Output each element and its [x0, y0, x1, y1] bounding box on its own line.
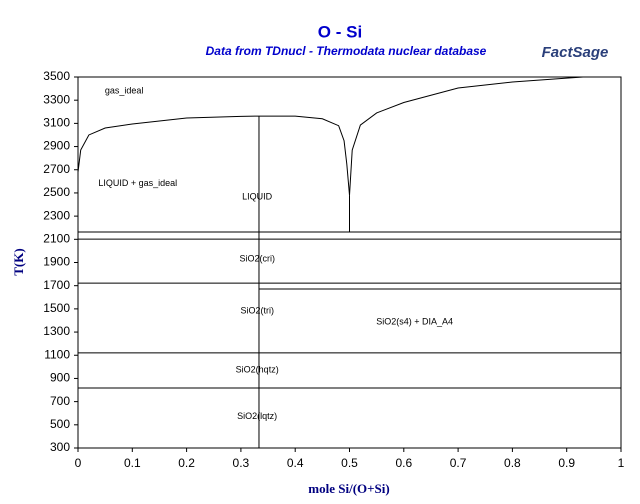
x-tick-label: 0.8 [504, 456, 521, 470]
x-tick-label: 1 [618, 456, 625, 470]
region-label: LIQUID + gas_ideal [98, 178, 177, 188]
y-tick-label: 300 [50, 440, 70, 454]
phase-boundary [77, 115, 350, 196]
region-label: SiO2(hqtz) [236, 365, 279, 375]
y-tick-label: 1500 [43, 301, 70, 315]
y-tick-label: 2100 [43, 231, 70, 245]
phase-boundary [349, 76, 621, 196]
x-tick-label: 0.4 [287, 456, 304, 470]
region-label: SiO2(s4) + DIA_A4 [376, 317, 453, 327]
region-label: SiO2(tri) [240, 306, 274, 316]
y-tick-label: 2300 [43, 208, 70, 222]
x-tick-label: 0.1 [124, 456, 141, 470]
region-label: gas_ideal [105, 85, 144, 95]
x-tick-label: 0.9 [558, 456, 575, 470]
x-axis-label: mole Si/(O+Si) [308, 481, 389, 496]
y-tick-label: 2700 [43, 162, 70, 176]
y-tick-label: 900 [50, 371, 70, 385]
x-tick-label: 0.2 [178, 456, 195, 470]
y-tick-label: 500 [50, 417, 70, 431]
y-tick-label: 2900 [43, 139, 70, 153]
x-tick-label: 0.6 [395, 456, 412, 470]
region-label: LIQUID [242, 191, 273, 201]
y-tick-label: 3100 [43, 116, 70, 130]
logo: FactSage [542, 44, 609, 61]
y-tick-label: 1900 [43, 255, 70, 269]
y-axis-label: T(K) [11, 248, 26, 275]
y-tick-label: 3500 [43, 69, 70, 83]
y-tick-label: 1300 [43, 324, 70, 338]
y-tick-label: 1100 [44, 347, 70, 361]
x-tick-label: 0.7 [450, 456, 467, 470]
y-tick-label: 700 [50, 394, 70, 408]
x-tick-label: 0.3 [233, 456, 250, 470]
y-tick-label: 3300 [43, 92, 70, 106]
chart-subtitle: Data from TDnucl - Thermodata nuclear da… [206, 44, 487, 58]
y-tick-label: 2500 [43, 185, 70, 199]
region-label: SiO2(lqtz) [237, 411, 277, 421]
x-tick-label: 0 [75, 456, 82, 470]
region-label: SiO2(cri) [239, 253, 275, 263]
chart-title: O - Si [318, 22, 362, 41]
plot-frame [77, 76, 622, 449]
x-tick-label: 0.5 [341, 456, 358, 470]
y-tick-label: 1700 [43, 278, 70, 292]
